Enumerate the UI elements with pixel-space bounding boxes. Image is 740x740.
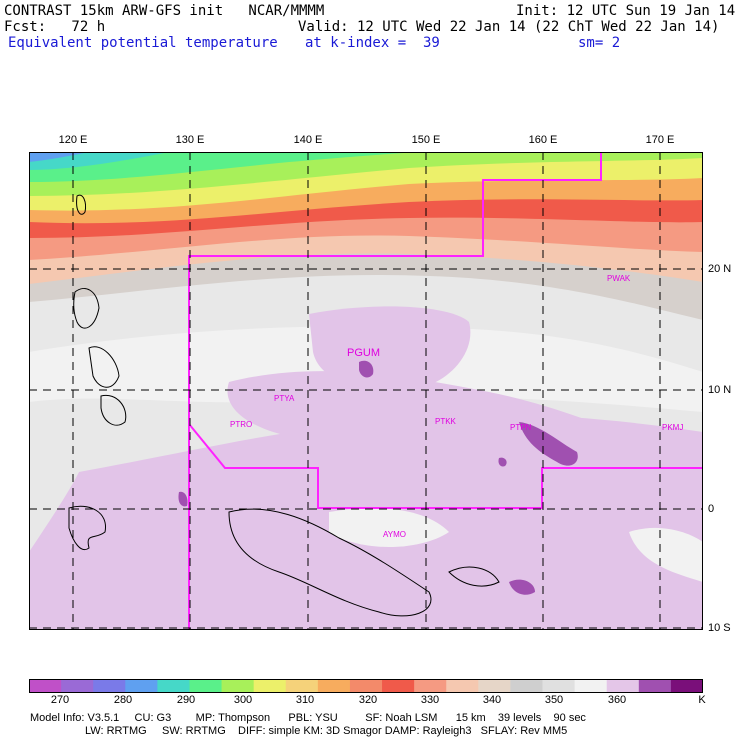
colorbar-label-300: 300 — [233, 694, 253, 706]
region-360-equatorial — [227, 371, 703, 482]
equivalent-potential-temperature-map: PGUM PTYA PTRO PTKK PTPN PKMJ PWAK AYMO — [29, 152, 703, 630]
mindanao-outline — [100, 394, 127, 426]
level-label: at k-index = 39 — [305, 35, 440, 51]
new-guinea-outline — [228, 508, 432, 617]
header-title: CONTRAST 15km ARW-GFS init NCAR/MMMM — [4, 3, 325, 19]
spot-ptpn-west — [498, 457, 507, 467]
colorbar-swatch — [93, 679, 126, 693]
station-ptpn: PTPN — [510, 423, 532, 432]
field-name: Equivalent potential temperature — [8, 35, 278, 51]
colorbar-label-320: 320 — [358, 694, 378, 706]
station-aymo: AYMO — [383, 530, 406, 539]
band-285 — [29, 152, 89, 162]
init-time: Init: 12 UTC Sun 19 Jan 14 — [516, 3, 736, 19]
station-pgum: PGUM — [347, 347, 380, 359]
colorbar-swatch — [478, 679, 511, 693]
colorbar-label-290: 290 — [176, 694, 196, 706]
region-360-plus — [309, 306, 471, 391]
map-frame — [29, 152, 703, 630]
station-ptro: PTRO — [230, 420, 252, 429]
colorbar-swatch — [29, 679, 62, 693]
colorbar-swatch — [414, 679, 447, 693]
new-britain-outline — [448, 566, 500, 587]
smoothing-label: sm= 2 — [578, 35, 621, 51]
lon-label-130e: 130 E — [175, 134, 205, 146]
colorbar — [29, 679, 703, 693]
station-pkmj: PKMJ — [662, 423, 683, 432]
colorbar-label-360: 360 — [607, 694, 627, 706]
colorbar-label-310: 310 — [295, 694, 315, 706]
colorbar-swatch — [606, 679, 640, 693]
spot-guam-region — [359, 360, 374, 378]
station-ptkk: PTKK — [435, 417, 457, 426]
colorbar-swatch — [670, 679, 703, 693]
gap-white-2 — [629, 527, 703, 582]
lon-label-150e: 150 E — [411, 134, 441, 146]
colorbar-label-330: 330 — [420, 694, 440, 706]
band-300 — [29, 152, 429, 182]
lat-label-20n: 20 N — [708, 263, 732, 275]
lon-label-140e: 140 E — [293, 134, 323, 146]
model-info-line1: Model Info: V3.5.1 CU: G3 MP: Thompson P… — [30, 712, 586, 724]
station-ptya: PTYA — [274, 394, 295, 403]
colorbar-swatch — [382, 679, 415, 693]
colorbar-swatch — [349, 679, 383, 693]
colorbar-label-350: 350 — [544, 694, 564, 706]
colorbar-swatch — [253, 679, 287, 693]
colorbar-units: K — [698, 694, 706, 706]
lat-label-10n: 10 N — [708, 384, 732, 396]
colorbar-swatch — [542, 679, 576, 693]
lon-label-120e: 120 E — [58, 134, 88, 146]
colorbar-swatch — [317, 679, 351, 693]
colorbar-swatch — [638, 679, 672, 693]
gap-white-1 — [329, 508, 449, 547]
spot-west — [178, 491, 188, 507]
graticule — [29, 152, 703, 630]
forecast-hour: Fcst: 72 h — [4, 19, 106, 35]
lat-label-10s: 10 S — [708, 622, 731, 634]
colorbar-frame — [29, 679, 703, 693]
lon-label-160e: 160 E — [528, 134, 558, 146]
philippines-south-outline — [88, 346, 120, 388]
colorbar-swatch — [285, 679, 319, 693]
colorbar-swatch — [189, 679, 223, 693]
station-pwak: PWAK — [607, 274, 631, 283]
luzon-outline — [73, 288, 100, 329]
subdomain-boundary-south — [188, 423, 703, 509]
valid-time: Valid: 12 UTC Wed 22 Jan 14 (22 ChT Wed … — [298, 19, 720, 35]
subdomain-boundary — [188, 152, 602, 630]
lat-label-0: 0 — [708, 503, 715, 515]
colorbar-swatch — [446, 679, 479, 693]
colorbar-swatch — [574, 679, 608, 693]
sulawesi-outline — [68, 505, 106, 550]
colorbar-label-280: 280 — [113, 694, 133, 706]
lon-label-170e: 170 E — [645, 134, 675, 146]
taiwan-outline — [76, 194, 86, 215]
spot-south — [509, 579, 535, 595]
spot-ptpn-region — [519, 422, 578, 466]
colorbar-label-270: 270 — [50, 694, 70, 706]
colorbar-swatch — [221, 679, 255, 693]
colorbar-swatch — [510, 679, 544, 693]
colorbar-label-340: 340 — [482, 694, 502, 706]
colorbar-swatch — [125, 679, 158, 693]
model-info-line2: LW: RRTMG SW: RRTMG DIFF: simple KM: 3D … — [30, 725, 568, 737]
colorbar-swatch — [157, 679, 190, 693]
colorbar-swatch — [61, 679, 94, 693]
